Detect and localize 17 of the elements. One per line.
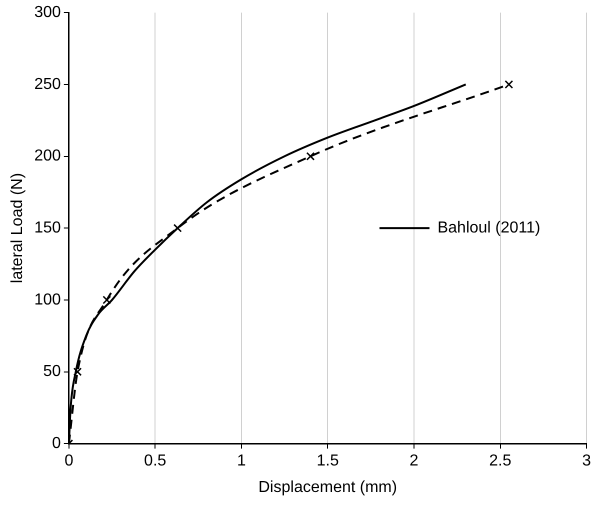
x-tick-label: 1: [236, 452, 246, 470]
x-axis-title: Displacement (mm): [258, 478, 398, 496]
y-tick-label: 250: [34, 76, 61, 93]
x-tick-label: 0.5: [144, 452, 166, 470]
legend-label: Bahloul (2011): [437, 220, 540, 237]
y-tick-label: 150: [34, 220, 61, 237]
y-tick-label: 200: [34, 148, 61, 165]
x-tick-label: 2.5: [489, 452, 512, 470]
x-tick-label: 3: [582, 452, 592, 470]
y-axis-title: lateral Load (N): [9, 172, 26, 284]
y-tick-label: 0: [52, 435, 61, 452]
y-tick-label: 300: [34, 4, 61, 22]
y-tick-label: 100: [34, 291, 61, 308]
y-tick-label: 50: [43, 363, 61, 380]
x-tick-label: 0: [64, 452, 74, 470]
x-tick-label: 1.5: [316, 452, 339, 470]
x-tick-label: 2: [410, 452, 419, 470]
